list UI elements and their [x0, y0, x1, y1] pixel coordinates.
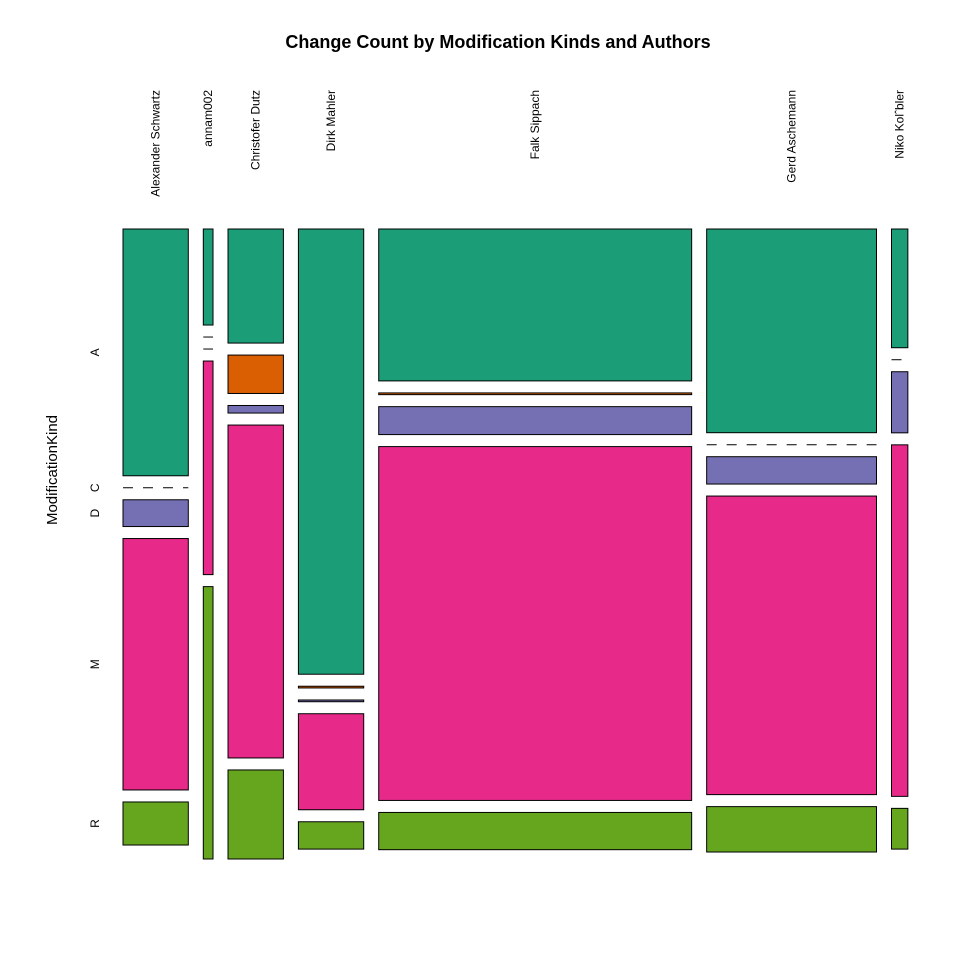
tile-christofer-dutz-a — [227, 228, 284, 344]
kind-label-r: R — [88, 819, 102, 828]
author-label-falk-sippach: Falk Sippach — [528, 90, 542, 159]
tile-christofer-dutz-m — [227, 424, 284, 759]
tile-annam002-m — [202, 360, 214, 576]
tile-falk-sippach-c — [378, 392, 693, 396]
tile-gerd-aschemann-d — [706, 456, 877, 485]
author-label-gerd-aschemann: Gerd Aschemann — [785, 90, 799, 183]
tile-dirk-mahler-r — [297, 821, 365, 850]
tile-dirk-mahler-m — [297, 713, 365, 811]
chart-title: Change Count by Modification Kinds and A… — [285, 32, 710, 52]
tile-falk-sippach-a — [378, 228, 693, 382]
tile-falk-sippach-r — [378, 811, 693, 851]
author-label-annam002: annam002 — [201, 90, 215, 147]
mosaic-tiles — [122, 228, 909, 860]
tile-christofer-dutz-r — [227, 769, 284, 860]
tile-gerd-aschemann-a — [706, 228, 877, 434]
tile-gerd-aschemann-m — [706, 495, 877, 796]
tile-niko-kol-bler-r — [890, 807, 909, 850]
tile-niko-kol-bler-m — [890, 444, 909, 797]
kind-label-d: D — [88, 508, 102, 517]
tile-dirk-mahler-a — [297, 228, 365, 675]
tile-christofer-dutz-c — [227, 354, 284, 394]
tile-niko-kol-bler-a — [890, 228, 909, 349]
tile-dirk-mahler-c — [297, 685, 365, 689]
tile-falk-sippach-m — [378, 446, 693, 801]
tile-alexander-schwartz-r — [122, 801, 189, 846]
tile-falk-sippach-d — [378, 406, 693, 436]
tile-alexander-schwartz-d — [122, 499, 189, 528]
kind-labels: A C D M R — [88, 348, 102, 827]
author-labels: Alexander Schwartz annam002 Christofer Dut… — [149, 90, 907, 197]
kind-label-m: M — [88, 659, 102, 669]
tile-annam002-a — [202, 228, 214, 326]
tile-alexander-schwartz-a — [122, 228, 189, 477]
tile-dirk-mahler-d — [297, 699, 365, 703]
y-axis-label: ModificationKind — [44, 415, 61, 525]
author-label-alexander-schwartz: Alexander Schwartz — [149, 90, 163, 197]
kind-label-c: C — [88, 483, 102, 492]
author-label-christofer-dutz: Christofer Dutz — [249, 90, 263, 170]
tile-niko-kol-bler-d — [890, 371, 909, 434]
tile-christofer-dutz-d — [227, 404, 284, 414]
tile-gerd-aschemann-r — [706, 806, 877, 853]
tile-alexander-schwartz-m — [122, 538, 189, 791]
author-label-dirk-mahler: Dirk Mahler — [324, 90, 338, 151]
tile-annam002-r — [202, 586, 214, 860]
author-label-niko-kol-bler: Niko Kolˆbler — [893, 90, 907, 159]
kind-label-a: A — [88, 348, 102, 356]
